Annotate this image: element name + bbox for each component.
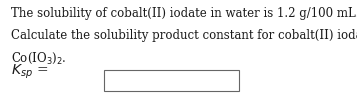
Text: Co(IO$_3$)$_2$.: Co(IO$_3$)$_2$. <box>11 51 66 66</box>
Text: Calculate the solubility product constant for cobalt(II) iodate,: Calculate the solubility product constan… <box>11 29 357 42</box>
Text: $K_{sp}$ =: $K_{sp}$ = <box>11 62 48 81</box>
Text: The solubility of cobalt(II) iodate in water is 1.2 g/100 mL.: The solubility of cobalt(II) iodate in w… <box>11 7 357 20</box>
